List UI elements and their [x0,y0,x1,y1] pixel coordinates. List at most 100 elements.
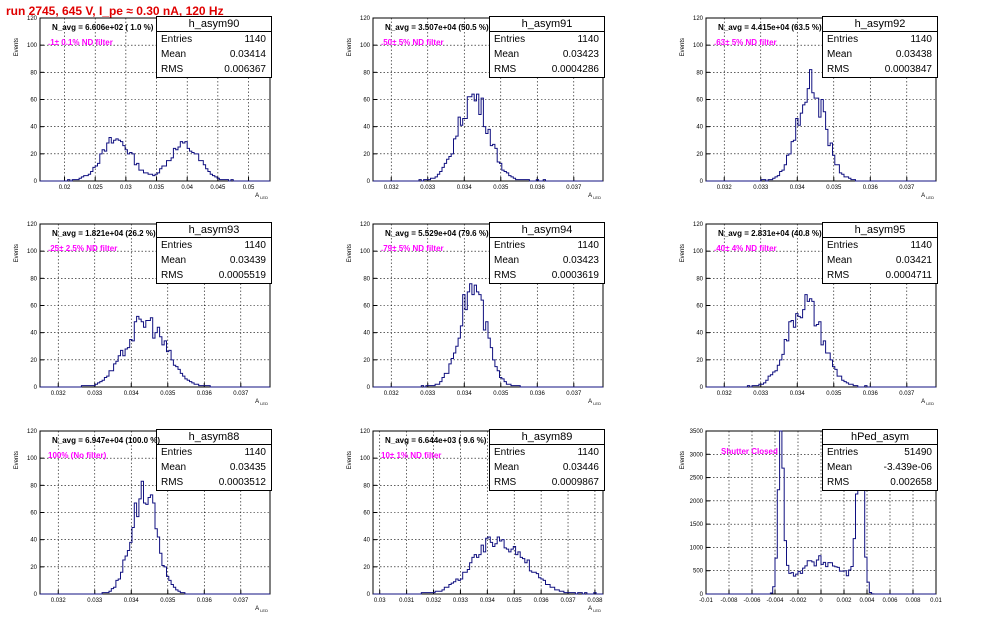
histogram-line [706,430,936,595]
x-axis-title: A LED [588,399,601,406]
stats-rms-row: RMS 0.002658 [823,475,937,490]
y-tick-label: 0 [367,179,371,185]
x-tick-label: 0.033 [753,185,769,191]
x-tick-label: 0.037 [561,598,577,604]
stats-entries-row: Entries 1140 [157,238,271,253]
histogram-svg: 0.032 0.033 0.034 0.035 0.036 0.037 0 20 40 60 80 1… [14,222,271,406]
y-tick-label: 100 [27,249,38,255]
histogram-panel-h_asym91: 0.032 0.033 0.034 0.035 0.036 0.037 0 20 40 60 80 1… [343,14,613,203]
x-tick-label: 0.038 [587,598,603,604]
stats-mean-row: Mean 0.03446 [490,460,604,475]
stats-rms-label: RMS [494,477,517,488]
histogram-panel-h_asym89: 0.03 0.031 0.032 0.033 0.034 0.035 0.036 0.037 0… [343,427,613,616]
stats-entries-label: Entries [494,240,526,251]
y-tick-label: 120 [360,16,371,22]
x-tick-label: -0.008 [720,598,738,604]
y-tick-label: 60 [696,98,703,104]
y-tick-label: 60 [363,304,370,310]
y-axis-title: Events [14,38,20,56]
y-tick-label: 20 [30,565,37,571]
x-tick-label: 0 [819,598,823,604]
x-tick-label: -0.002 [789,598,807,604]
stats-box: hPed_asym Entries 51490 Mean -3.439e-06 RMS 0.… [822,429,938,491]
stats-rms-row: RMS 0.0003512 [157,475,271,490]
x-axis-title: A LED [921,193,934,200]
histogram-panel-h_asym94: 0.032 0.033 0.034 0.035 0.036 0.037 0 20 40 60 80 1… [343,220,613,409]
stats-mean-label: Mean [494,255,520,266]
stats-entries-row: Entries 1140 [157,445,271,460]
filter-label: 10± 1% ND filter [381,451,442,460]
x-axis-title: A LED [588,193,601,200]
stats-mean-value: -3.439e-06 [883,462,932,473]
y-tick-label: 20 [363,358,370,364]
x-tick-label: 0.034 [457,391,473,397]
y-tick-label: 500 [693,569,704,575]
x-tick-label: 0.033 [453,598,469,604]
x-tick-label: 0.05 [243,185,255,191]
stats-box: h_asym88 Entries 1140 Mean 0.03435 RMS 0.00035… [156,429,272,491]
y-tick-label: 1000 [690,545,704,551]
y-tick-label: 100 [360,43,371,49]
stats-entries-label: Entries [827,240,859,251]
stats-entries-label: Entries [494,447,526,458]
y-axis-title: Events [347,451,353,469]
stats-mean-label: Mean [827,255,853,266]
histogram-panel-hPed_asym: -0.01 -0.008 -0.006 -0.004 -0.002 0 0.002 0.004… [676,427,946,616]
y-tick-label: 100 [360,456,371,462]
y-tick-label: 60 [363,98,370,104]
y-tick-label: 80 [696,70,703,76]
y-tick-label: 80 [363,483,370,489]
x-axis-title: A LED [255,193,268,200]
y-tick-label: 1500 [690,522,704,528]
x-tick-label: 0.032 [426,598,442,604]
x-tick-label: 0.025 [88,185,104,191]
x-tick-label: 0.036 [530,391,546,397]
y-tick-label: 120 [27,429,38,435]
x-tick-label: 0.036 [197,391,213,397]
x-tick-label: 0.036 [863,391,879,397]
x-tick-label: 0.034 [480,598,496,604]
stats-entries-value: 1140 [910,34,932,45]
x-tick-label: 0.033 [87,391,103,397]
n-avg-label: N_avg = 5.529e+04 (79.6 %) [385,229,489,238]
x-tick-label: 0.008 [905,598,921,604]
stats-rms-label: RMS [161,64,184,75]
x-tick-label: 0.032 [384,185,400,191]
y-tick-label: 0 [367,385,371,391]
x-tick-label: 0.034 [457,185,473,191]
y-axis-title: Events [347,244,353,262]
filter-label: .1± 0.1% ND filter [48,38,113,47]
x-tick-label: 0.03 [374,598,386,604]
x-tick-label: -0.004 [766,598,784,604]
stats-mean-row: Mean 0.03414 [157,47,271,62]
x-tick-label: 0.006 [882,598,898,604]
y-tick-label: 80 [30,276,37,282]
filter-label: 100% (No filter) [48,451,107,460]
stats-mean-label: Mean [161,49,187,60]
histogram-panel-h_asym92: 0.032 0.033 0.034 0.035 0.036 0.037 0 20 40 60 80 1… [676,14,946,203]
stats-box: h_asym94 Entries 1140 Mean 0.03423 RMS 0.00036… [489,222,605,284]
stats-entries-label: Entries [827,34,859,45]
x-tick-label: 0.032 [717,391,733,397]
stats-entries-label: Entries [161,447,193,458]
y-tick-label: 120 [360,222,371,228]
y-tick-label: 20 [363,152,370,158]
y-tick-label: 60 [30,511,37,517]
y-tick-label: 100 [693,249,704,255]
histogram-svg: 0.032 0.033 0.034 0.035 0.036 0.037 0 20 40 60 80 1… [14,429,271,613]
stats-title: h_asym94 [490,223,604,238]
stats-rms-value: 0.0003512 [218,477,266,488]
x-tick-label: 0.035 [826,185,842,191]
stats-box: h_asym95 Entries 1140 Mean 0.03421 RMS 0.00047… [822,222,938,284]
stats-entries-row: Entries 1140 [157,32,271,47]
y-tick-label: 0 [700,385,704,391]
y-tick-label: 3000 [690,452,704,458]
stats-entries-row: Entries 1140 [490,238,604,253]
x-tick-label: 0.034 [790,391,806,397]
y-tick-label: 0 [700,592,704,598]
stats-mean-value: 0.03439 [229,255,266,266]
y-tick-label: 20 [30,152,37,158]
stats-rms-row: RMS 0.006367 [157,62,271,77]
y-tick-label: 40 [363,538,370,544]
n-avg-label: N_avg = 6.606e+02 ( 1.0 %) [52,23,154,32]
